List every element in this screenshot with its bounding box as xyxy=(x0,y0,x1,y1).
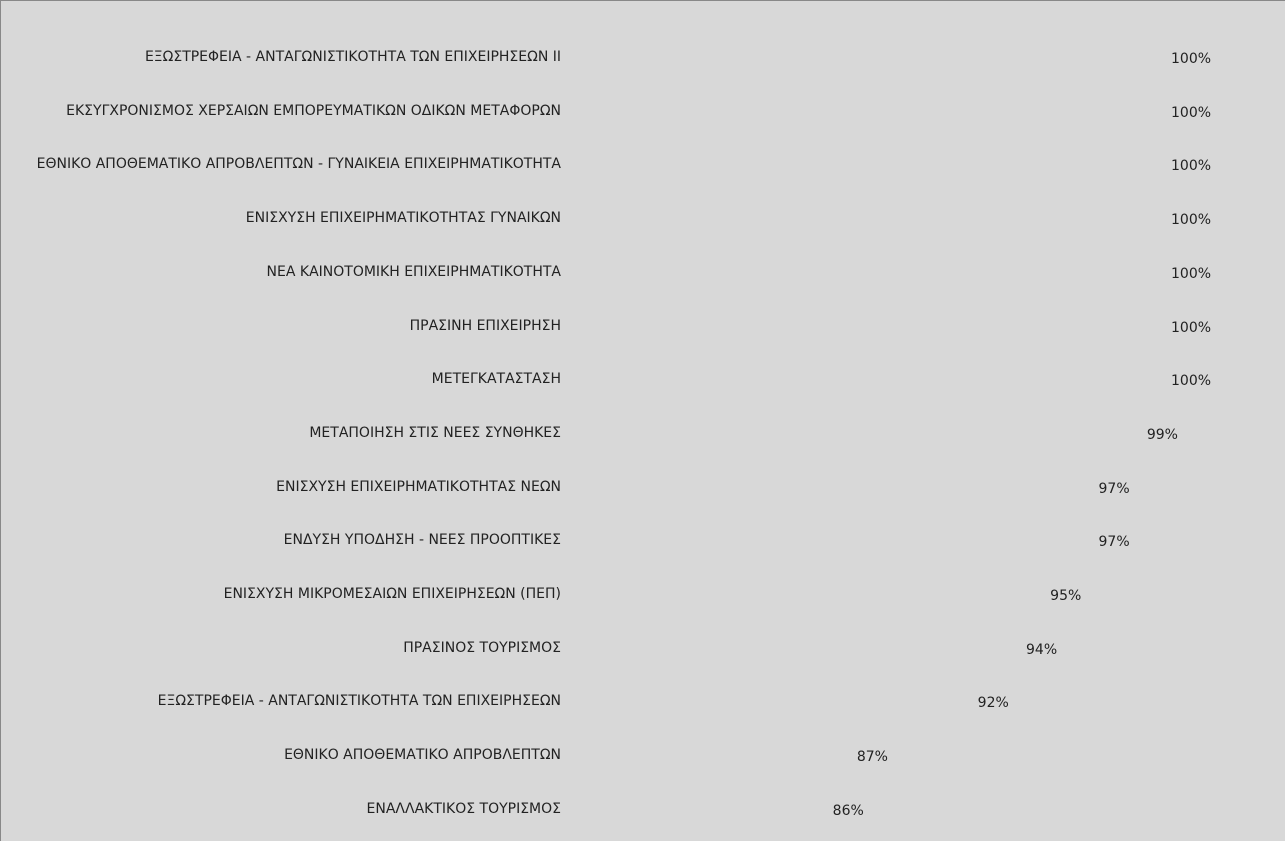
value-label: 100% xyxy=(1171,373,1212,390)
category-label: ΕΝΙΣΧΥΣΗ ΕΠΙΧΕΙΡΗΜΑΤΙΚΟΤΗΤΑΣ ΝΕΩΝ xyxy=(5,462,561,512)
value-label: 87% xyxy=(856,749,888,766)
category-text: ΕΝΙΣΧΥΣΗ ΕΠΙΧΕΙΡΗΜΑΤΙΚΟΤΗΤΑΣ ΓΥΝΑΙΚΩΝ xyxy=(245,210,561,227)
category-label: ΕΞΩΣΤΡΕΦΕΙΑ - ΑΝΤΑΓΩΝΙΣΤΙΚΟΤΗΤΑ ΤΩΝ ΕΠΙΧ… xyxy=(5,676,561,726)
category-text: ΕΚΣΥΓΧΡΟΝΙΣΜΟΣ ΧΕΡΣΑΙΩΝ ΕΜΠΟΡΕΥΜΑΤΙΚΩΝ Ο… xyxy=(66,102,561,119)
value-label: 100% xyxy=(1171,51,1212,67)
category-label: ΕΝΙΣΧΥΣΗ ΕΠΙΧΕΙΡΗΜΑΤΙΚΟΤΗΤΑΣ ΓΥΝΑΙΚΩΝ xyxy=(5,193,561,243)
value-label: 100% xyxy=(1171,104,1212,121)
category-label: ΕΝΔΥΣΗ ΥΠΟΔΗΣΗ - ΝΕΕΣ ΠΡΟΟΠΤΙΚΕΣ xyxy=(5,515,561,565)
value-label: 86% xyxy=(832,802,864,819)
category-text: ΕΞΩΣΤΡΕΦΕΙΑ - ΑΝΤΑΓΩΝΙΣΤΙΚΟΤΗΤΑ ΤΩΝ ΕΠΙΧ… xyxy=(144,49,561,65)
category-label: ΕΞΩΣΤΡΕΦΕΙΑ - ΑΝΤΑΓΩΝΙΣΤΙΚΟΤΗΤΑ ΤΩΝ ΕΠΙΧ… xyxy=(5,32,561,82)
category-label: ΜΕΤΑΠΟΙΗΣΗ ΣΤΙΣ ΝΕΕΣ ΣΥΝΘΗΚΕΣ xyxy=(5,408,561,458)
category-label: ΠΡΑΣΙΝΟΣ ΤΟΥΡΙΣΜΟΣ xyxy=(5,623,561,673)
category-label: ΝΕΑ ΚΑΙΝΟΤΟΜΙΚΗ ΕΠΙΧΕΙΡΗΜΑΤΙΚΟΤΗΤΑ xyxy=(5,247,561,297)
category-label: ΕΝΑΛΛΑΚΤΙΚΟΣ ΤΟΥΡΙΣΜΟΣ xyxy=(5,784,561,834)
category-label: ΜΕΤΕΓΚΑΤΑΣΤΑΣΗ xyxy=(5,354,561,404)
value-label: 99% xyxy=(1146,426,1178,443)
category-text: ΜΕΤΑΠΟΙΗΣΗ ΣΤΙΣ ΝΕΕΣ ΣΥΝΘΗΚΕΣ xyxy=(309,424,561,441)
category-text: ΠΡΑΣΙΝΗ ΕΠΙΧΕΙΡΗΣΗ xyxy=(409,317,561,334)
category-text: ΜΕΤΕΓΚΑΤΑΣΤΑΣΗ xyxy=(431,371,561,388)
category-label: ΕΘΝΙΚΟ ΑΠΟΘΕΜΑΤΙΚΟ ΑΠΡΟΒΛΕΠΤΩΝ - ΓΥΝΑΙΚΕ… xyxy=(5,139,561,189)
category-text: ΝΕΑ ΚΑΙΝΟΤΟΜΙΚΗ ΕΠΙΧΕΙΡΗΜΑΤΙΚΟΤΗΤΑ xyxy=(266,263,561,280)
value-label: 100% xyxy=(1171,319,1212,336)
value-label: 97% xyxy=(1098,534,1130,551)
value-label: 94% xyxy=(1026,641,1058,658)
category-text: ΕΞΩΣΤΡΕΦΕΙΑ - ΑΝΤΑΓΩΝΙΣΤΙΚΟΤΗΤΑ ΤΩΝ ΕΠΙΧ… xyxy=(157,693,561,710)
value-label: 100% xyxy=(1171,158,1212,175)
category-text: ΕΝΔΥΣΗ ΥΠΟΔΗΣΗ - ΝΕΕΣ ΠΡΟΟΠΤΙΚΕΣ xyxy=(283,532,561,549)
category-text: ΕΘΝΙΚΟ ΑΠΟΘΕΜΑΤΙΚΟ ΑΠΡΟΒΛΕΠΤΩΝ - ΓΥΝΑΙΚΕ… xyxy=(36,156,561,173)
category-text: ΕΝΑΛΛΑΚΤΙΚΟΣ ΤΟΥΡΙΣΜΟΣ xyxy=(366,800,561,817)
value-label: 97% xyxy=(1098,480,1130,497)
category-text: ΕΝΙΣΧΥΣΗ ΕΠΙΧΕΙΡΗΜΑΤΙΚΟΤΗΤΑΣ ΝΕΩΝ xyxy=(276,478,561,495)
category-label: ΠΡΑΣΙΝΗ ΕΠΙΧΕΙΡΗΣΗ xyxy=(5,301,561,351)
category-label: ΕΘΝΙΚΟ ΑΠΟΘΕΜΑΤΙΚΟ ΑΠΡΟΒΛΕΠΤΩΝ xyxy=(5,730,561,780)
category-label: ΕΚΣΥΓΧΡΟΝΙΣΜΟΣ ΧΕΡΣΑΙΩΝ ΕΜΠΟΡΕΥΜΑΤΙΚΩΝ Ο… xyxy=(5,86,561,136)
value-label: 95% xyxy=(1050,588,1082,604)
value-label: 100% xyxy=(1171,212,1212,229)
category-label: ΕΝΙΣΧΥΣΗ ΜΙΚΡΟΜΕΣΑΙΩΝ ΕΠΙΧΕΙΡΗΣΕΩΝ (ΠΕΠ) xyxy=(5,569,561,619)
value-label: 100% xyxy=(1171,265,1212,282)
category-text: ΠΡΑΣΙΝΟΣ ΤΟΥΡΙΣΜΟΣ xyxy=(403,639,561,656)
category-text: ΕΝΙΣΧΥΣΗ ΜΙΚΡΟΜΕΣΑΙΩΝ ΕΠΙΧΕΙΡΗΣΕΩΝ (ΠΕΠ) xyxy=(223,586,561,602)
value-label: 92% xyxy=(977,695,1009,712)
category-text: ΕΘΝΙΚΟ ΑΠΟΘΕΜΑΤΙΚΟ ΑΠΡΟΒΛΕΠΤΩΝ xyxy=(284,747,561,764)
